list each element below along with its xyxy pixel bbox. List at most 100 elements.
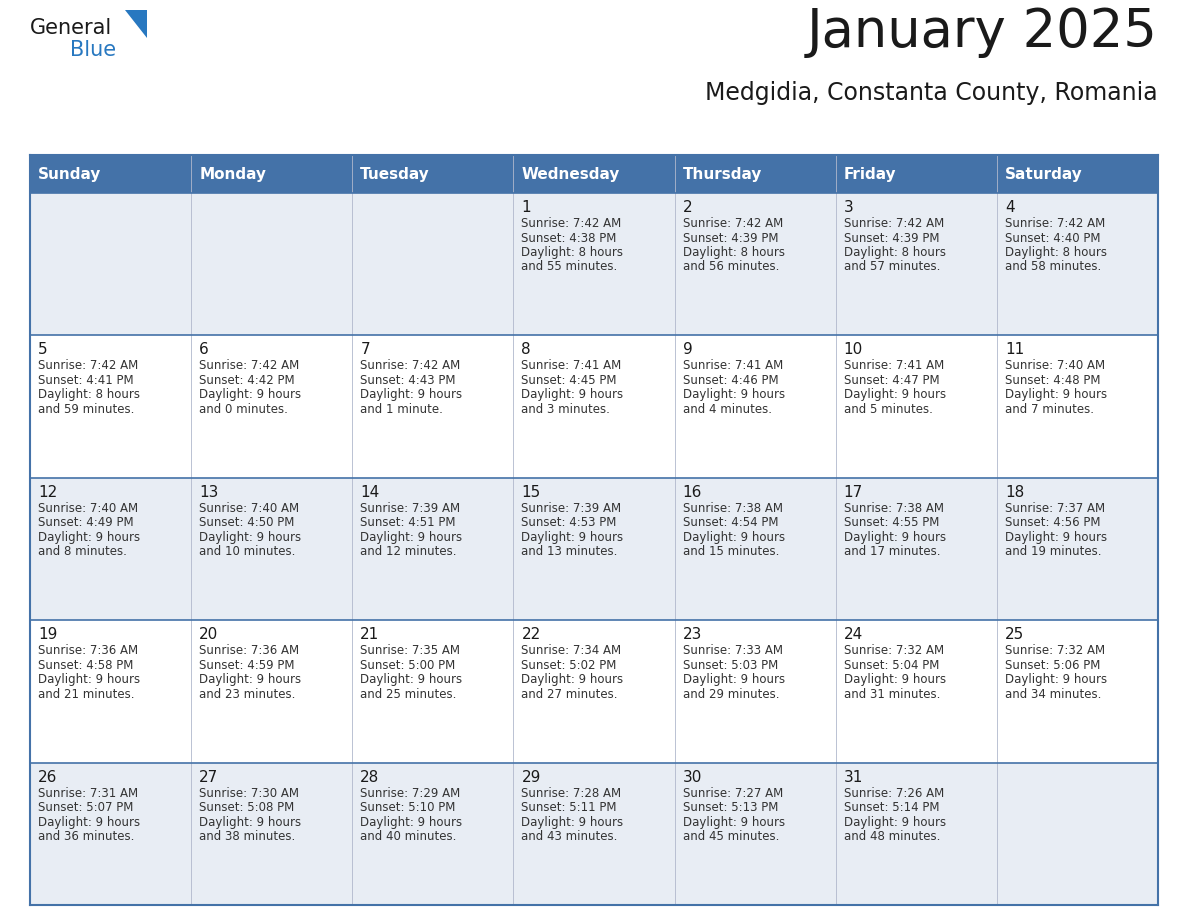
Text: and 12 minutes.: and 12 minutes.	[360, 545, 456, 558]
Text: Sunset: 5:07 PM: Sunset: 5:07 PM	[38, 801, 133, 814]
Text: Sunrise: 7:37 AM: Sunrise: 7:37 AM	[1005, 502, 1105, 515]
Text: Daylight: 8 hours: Daylight: 8 hours	[522, 246, 624, 259]
Text: and 25 minutes.: and 25 minutes.	[360, 688, 456, 700]
Text: Daylight: 9 hours: Daylight: 9 hours	[1005, 531, 1107, 543]
Text: and 58 minutes.: and 58 minutes.	[1005, 261, 1101, 274]
Text: and 7 minutes.: and 7 minutes.	[1005, 403, 1094, 416]
Text: Sunrise: 7:28 AM: Sunrise: 7:28 AM	[522, 787, 621, 800]
Text: and 0 minutes.: and 0 minutes.	[200, 403, 287, 416]
Text: Sunset: 4:55 PM: Sunset: 4:55 PM	[843, 516, 939, 530]
Text: Sunset: 5:04 PM: Sunset: 5:04 PM	[843, 659, 939, 672]
Text: and 59 minutes.: and 59 minutes.	[38, 403, 134, 416]
Text: Sunrise: 7:42 AM: Sunrise: 7:42 AM	[38, 360, 138, 373]
Text: Sunset: 4:39 PM: Sunset: 4:39 PM	[843, 231, 940, 244]
Text: and 57 minutes.: and 57 minutes.	[843, 261, 940, 274]
Text: Daylight: 8 hours: Daylight: 8 hours	[843, 246, 946, 259]
Text: 22: 22	[522, 627, 541, 643]
Text: 4: 4	[1005, 200, 1015, 215]
Text: Sunset: 4:45 PM: Sunset: 4:45 PM	[522, 374, 617, 386]
Text: and 56 minutes.: and 56 minutes.	[683, 261, 779, 274]
Text: Sunrise: 7:42 AM: Sunrise: 7:42 AM	[1005, 217, 1105, 230]
Text: 13: 13	[200, 485, 219, 499]
Text: Sunset: 4:46 PM: Sunset: 4:46 PM	[683, 374, 778, 386]
Text: and 43 minutes.: and 43 minutes.	[522, 830, 618, 843]
Bar	[30, 335, 1158, 477]
Text: 1: 1	[522, 200, 531, 215]
Text: Daylight: 8 hours: Daylight: 8 hours	[683, 246, 784, 259]
Text: Sunrise: 7:30 AM: Sunrise: 7:30 AM	[200, 787, 299, 800]
Text: Sunrise: 7:36 AM: Sunrise: 7:36 AM	[38, 644, 138, 657]
Text: Sunrise: 7:41 AM: Sunrise: 7:41 AM	[843, 360, 944, 373]
Text: and 15 minutes.: and 15 minutes.	[683, 545, 779, 558]
Text: Sunrise: 7:42 AM: Sunrise: 7:42 AM	[522, 217, 621, 230]
Text: Thursday: Thursday	[683, 166, 762, 182]
Text: Sunset: 5:10 PM: Sunset: 5:10 PM	[360, 801, 456, 814]
Text: Sunrise: 7:38 AM: Sunrise: 7:38 AM	[683, 502, 783, 515]
Text: and 5 minutes.: and 5 minutes.	[843, 403, 933, 416]
Bar	[30, 155, 191, 193]
Text: Sunset: 4:56 PM: Sunset: 4:56 PM	[1005, 516, 1100, 530]
Bar	[30, 621, 1158, 763]
Text: and 1 minute.: and 1 minute.	[360, 403, 443, 416]
Text: Sunset: 4:59 PM: Sunset: 4:59 PM	[200, 659, 295, 672]
Text: 14: 14	[360, 485, 379, 499]
Text: Sunrise: 7:40 AM: Sunrise: 7:40 AM	[38, 502, 138, 515]
Text: 8: 8	[522, 342, 531, 357]
Text: 15: 15	[522, 485, 541, 499]
Text: Daylight: 8 hours: Daylight: 8 hours	[38, 388, 140, 401]
Bar	[675, 155, 835, 193]
Text: 18: 18	[1005, 485, 1024, 499]
Bar	[997, 155, 1158, 193]
Text: Sunset: 4:58 PM: Sunset: 4:58 PM	[38, 659, 133, 672]
Text: Sunset: 4:53 PM: Sunset: 4:53 PM	[522, 516, 617, 530]
Text: Sunset: 5:11 PM: Sunset: 5:11 PM	[522, 801, 617, 814]
Text: Sunrise: 7:40 AM: Sunrise: 7:40 AM	[1005, 360, 1105, 373]
Bar	[835, 155, 997, 193]
Text: Daylight: 9 hours: Daylight: 9 hours	[200, 673, 302, 686]
Text: and 40 minutes.: and 40 minutes.	[360, 830, 456, 843]
Text: Daylight: 9 hours: Daylight: 9 hours	[683, 388, 785, 401]
Text: Sunset: 4:48 PM: Sunset: 4:48 PM	[1005, 374, 1100, 386]
Text: Sunday: Sunday	[38, 166, 101, 182]
Bar	[191, 155, 353, 193]
Text: and 21 minutes.: and 21 minutes.	[38, 688, 134, 700]
Text: Sunrise: 7:41 AM: Sunrise: 7:41 AM	[522, 360, 621, 373]
Bar	[30, 477, 1158, 621]
Text: and 3 minutes.: and 3 minutes.	[522, 403, 611, 416]
Text: Daylight: 9 hours: Daylight: 9 hours	[843, 815, 946, 829]
Text: Sunrise: 7:42 AM: Sunrise: 7:42 AM	[360, 360, 461, 373]
Text: Sunrise: 7:36 AM: Sunrise: 7:36 AM	[200, 644, 299, 657]
Text: Sunset: 4:50 PM: Sunset: 4:50 PM	[200, 516, 295, 530]
Text: Saturday: Saturday	[1005, 166, 1082, 182]
Text: and 55 minutes.: and 55 minutes.	[522, 261, 618, 274]
Text: 5: 5	[38, 342, 48, 357]
Text: and 19 minutes.: and 19 minutes.	[1005, 545, 1101, 558]
Text: Sunrise: 7:29 AM: Sunrise: 7:29 AM	[360, 787, 461, 800]
Text: Sunset: 4:47 PM: Sunset: 4:47 PM	[843, 374, 940, 386]
Text: and 10 minutes.: and 10 minutes.	[200, 545, 296, 558]
Text: Daylight: 9 hours: Daylight: 9 hours	[200, 388, 302, 401]
Text: Sunrise: 7:32 AM: Sunrise: 7:32 AM	[843, 644, 943, 657]
Text: and 13 minutes.: and 13 minutes.	[522, 545, 618, 558]
Text: Sunset: 4:54 PM: Sunset: 4:54 PM	[683, 516, 778, 530]
Text: Sunrise: 7:32 AM: Sunrise: 7:32 AM	[1005, 644, 1105, 657]
Text: Daylight: 9 hours: Daylight: 9 hours	[360, 388, 462, 401]
Text: 9: 9	[683, 342, 693, 357]
Text: Daylight: 8 hours: Daylight: 8 hours	[1005, 246, 1107, 259]
Text: Daylight: 9 hours: Daylight: 9 hours	[683, 673, 785, 686]
Text: Sunset: 5:08 PM: Sunset: 5:08 PM	[200, 801, 295, 814]
Text: Friday: Friday	[843, 166, 896, 182]
Text: 7: 7	[360, 342, 369, 357]
Text: Monday: Monday	[200, 166, 266, 182]
Text: Sunset: 4:41 PM: Sunset: 4:41 PM	[38, 374, 133, 386]
Text: Daylight: 9 hours: Daylight: 9 hours	[683, 531, 785, 543]
Text: Medgidia, Constanta County, Romania: Medgidia, Constanta County, Romania	[706, 81, 1158, 105]
Text: Sunrise: 7:41 AM: Sunrise: 7:41 AM	[683, 360, 783, 373]
Text: Daylight: 9 hours: Daylight: 9 hours	[683, 815, 785, 829]
Text: Sunrise: 7:34 AM: Sunrise: 7:34 AM	[522, 644, 621, 657]
Text: 24: 24	[843, 627, 862, 643]
Text: 20: 20	[200, 627, 219, 643]
Text: Sunrise: 7:39 AM: Sunrise: 7:39 AM	[360, 502, 461, 515]
Text: and 31 minutes.: and 31 minutes.	[843, 688, 940, 700]
Text: Sunset: 4:38 PM: Sunset: 4:38 PM	[522, 231, 617, 244]
